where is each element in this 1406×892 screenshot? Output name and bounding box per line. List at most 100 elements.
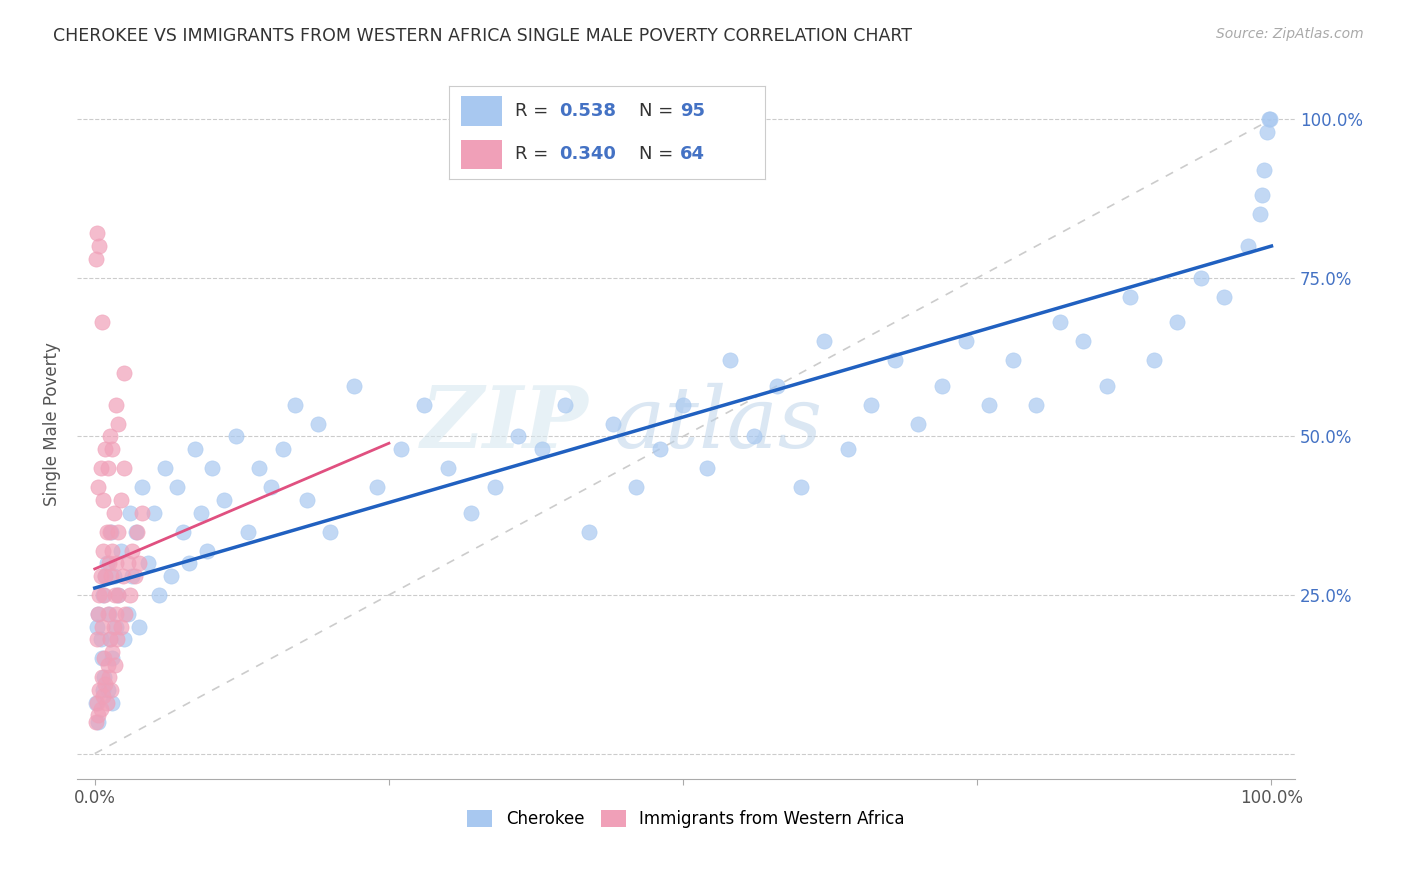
Immigrants from Western Africa [87, 607, 110, 621]
Immigrants from Western Africa [87, 708, 110, 723]
Immigrants from Western Africa [105, 632, 128, 647]
Immigrants from Western Africa [97, 607, 120, 621]
Immigrants from Western Africa [110, 620, 132, 634]
Text: CHEROKEE VS IMMIGRANTS FROM WESTERN AFRICA SINGLE MALE POVERTY CORRELATION CHART: CHEROKEE VS IMMIGRANTS FROM WESTERN AFRI… [53, 27, 912, 45]
Cherokee [121, 569, 143, 583]
Legend: Cherokee, Immigrants from Western Africa: Cherokee, Immigrants from Western Africa [461, 803, 911, 835]
Cherokee [96, 556, 118, 570]
Immigrants from Western Africa [128, 556, 150, 570]
Immigrants from Western Africa [103, 506, 125, 520]
Immigrants from Western Africa [89, 588, 111, 602]
Cherokee [295, 492, 318, 507]
Immigrants from Western Africa [91, 690, 114, 704]
Immigrants from Western Africa [107, 588, 129, 602]
Cherokee [172, 524, 194, 539]
Cherokee [91, 588, 114, 602]
Cherokee [110, 543, 132, 558]
Immigrants from Western Africa [97, 657, 120, 672]
Cherokee [837, 442, 859, 456]
Cherokee [955, 334, 977, 349]
Cherokee [87, 714, 110, 729]
Immigrants from Western Africa [110, 492, 132, 507]
Cherokee [460, 506, 482, 520]
Immigrants from Western Africa [94, 442, 117, 456]
Immigrants from Western Africa [90, 670, 112, 684]
Cherokee [1213, 290, 1236, 304]
Immigrants from Western Africa [91, 492, 114, 507]
Immigrants from Western Africa [101, 442, 124, 456]
Cherokee [260, 480, 283, 494]
Cherokee [98, 632, 121, 647]
Immigrants from Western Africa [112, 366, 135, 380]
Cherokee [94, 569, 117, 583]
Cherokee [1256, 125, 1278, 139]
Cherokee [271, 442, 294, 456]
Cherokee [931, 378, 953, 392]
Cherokee [813, 334, 835, 349]
Cherokee [672, 398, 695, 412]
Immigrants from Western Africa [90, 315, 112, 329]
Cherokee [1025, 398, 1047, 412]
Cherokee [790, 480, 813, 494]
Cherokee [97, 683, 120, 698]
Immigrants from Western Africa [117, 556, 139, 570]
Cherokee [104, 620, 127, 634]
Cherokee [201, 461, 224, 475]
Cherokee [136, 556, 159, 570]
Immigrants from Western Africa [96, 524, 118, 539]
Cherokee [1253, 163, 1275, 178]
Cherokee [148, 588, 170, 602]
Immigrants from Western Africa [104, 398, 127, 412]
Cherokee [155, 461, 177, 475]
Immigrants from Western Africa [98, 632, 121, 647]
Immigrants from Western Africa [90, 702, 112, 716]
Immigrants from Western Africa [86, 227, 108, 241]
Cherokee [578, 524, 600, 539]
Cherokee [249, 461, 271, 475]
Cherokee [1166, 315, 1188, 329]
Y-axis label: Single Male Poverty: Single Male Poverty [44, 342, 60, 506]
Immigrants from Western Africa [131, 506, 153, 520]
Cherokee [1237, 239, 1260, 253]
Immigrants from Western Africa [118, 588, 141, 602]
Immigrants from Western Africa [90, 461, 112, 475]
Immigrants from Western Africa [98, 524, 121, 539]
Cherokee [554, 398, 576, 412]
Cherokee [884, 353, 907, 368]
Immigrants from Western Africa [121, 543, 143, 558]
Cherokee [236, 524, 259, 539]
Immigrants from Western Africa [100, 569, 122, 583]
Immigrants from Western Africa [87, 480, 110, 494]
Cherokee [184, 442, 207, 456]
Cherokee [602, 417, 624, 431]
Cherokee [696, 461, 718, 475]
Immigrants from Western Africa [86, 632, 108, 647]
Immigrants from Western Africa [93, 588, 115, 602]
Cherokee [413, 398, 436, 412]
Immigrants from Western Africa [111, 569, 134, 583]
Cherokee [131, 480, 153, 494]
Cherokee [718, 353, 741, 368]
Immigrants from Western Africa [97, 670, 120, 684]
Cherokee [128, 620, 150, 634]
Cherokee [343, 378, 366, 392]
Immigrants from Western Africa [100, 683, 122, 698]
Immigrants from Western Africa [84, 714, 107, 729]
Immigrants from Western Africa [104, 556, 127, 570]
Immigrants from Western Africa [127, 524, 149, 539]
Immigrants from Western Africa [104, 588, 127, 602]
Immigrants from Western Africa [101, 645, 124, 659]
Cherokee [742, 429, 765, 443]
Cherokee [1189, 270, 1212, 285]
Immigrants from Western Africa [114, 607, 136, 621]
Cherokee [84, 696, 107, 710]
Immigrants from Western Africa [107, 417, 129, 431]
Cherokee [91, 683, 114, 698]
Cherokee [624, 480, 647, 494]
Cherokee [977, 398, 1000, 412]
Cherokee [307, 417, 329, 431]
Immigrants from Western Africa [93, 651, 115, 665]
Cherokee [190, 506, 212, 520]
Cherokee [97, 607, 120, 621]
Cherokee [112, 632, 135, 647]
